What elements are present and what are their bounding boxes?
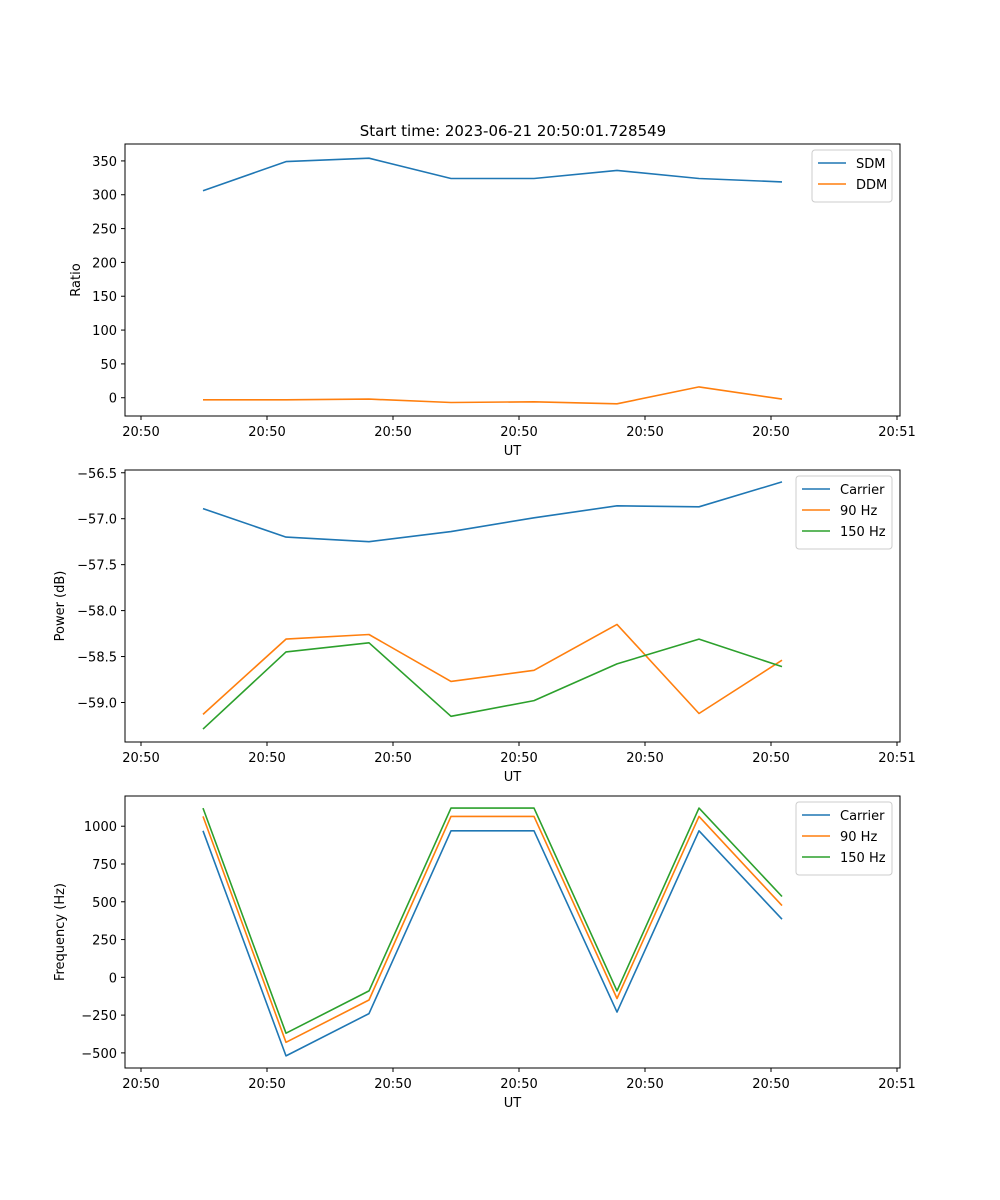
axes-frame xyxy=(124,469,901,743)
series-line-sdm xyxy=(202,157,783,192)
y-axis-label: Frequency (Hz) xyxy=(53,883,68,981)
y-tick-label: −250 xyxy=(81,1009,117,1024)
legend-label: Carrier xyxy=(840,483,885,498)
y-tick-label: 0 xyxy=(109,392,117,407)
y-tick-label: 0 xyxy=(109,971,117,986)
y-tick-label: 100 xyxy=(92,324,117,339)
x-axis-label: UT xyxy=(504,444,522,459)
legend-label: 90 Hz xyxy=(840,504,877,519)
x-tick-label: 20:50 xyxy=(626,1077,663,1092)
figure-title: Start time: 2023-06-21 20:50:01.728549 xyxy=(360,122,666,140)
series-line-90-hz xyxy=(202,623,783,715)
y-tick-label: −59.0 xyxy=(77,696,117,711)
series-line-90-hz xyxy=(202,815,783,1044)
axes-frame xyxy=(124,795,901,1069)
x-tick-label: 20:50 xyxy=(626,751,663,766)
legend: Carrier 90 Hz 150 Hz xyxy=(795,801,893,876)
x-tick-label: 20:50 xyxy=(500,1077,537,1092)
subplot-1: 20:50 20:50 20:50 20:50 20:50 20:50 20:51 UT 0 50… xyxy=(69,143,916,459)
x-tick-label: 20:50 xyxy=(752,1077,789,1092)
x-axis-label: UT xyxy=(504,1096,522,1111)
x-tick-label: 20:51 xyxy=(878,751,915,766)
subplot-2: 20:50 20:50 20:50 20:50 20:50 20:50 20:51 UT −59… xyxy=(53,467,916,785)
y-tick-label: −57.0 xyxy=(77,513,117,528)
series-line-carrier xyxy=(202,481,783,543)
x-tick-label: 20:50 xyxy=(500,425,537,440)
x-tick-label: 20:50 xyxy=(752,751,789,766)
x-tick-label: 20:50 xyxy=(248,751,285,766)
y-tick-label: −58.5 xyxy=(77,651,117,666)
x-tick-label: 20:50 xyxy=(122,1077,159,1092)
x-axis-label: UT xyxy=(504,770,522,785)
x-tick-label: 20:50 xyxy=(374,751,411,766)
x-tick-label: 20:51 xyxy=(878,1077,915,1092)
subplot-3: 20:50 20:50 20:50 20:50 20:50 20:50 20:51 UT −50… xyxy=(53,795,916,1111)
x-tick-label: 20:50 xyxy=(500,751,537,766)
y-tick-label: 500 xyxy=(92,896,117,911)
x-tick-label: 20:50 xyxy=(248,1077,285,1092)
series-line-carrier xyxy=(202,829,783,1057)
y-tick-label: 200 xyxy=(92,256,117,271)
series-line-ddm xyxy=(203,386,783,405)
legend-label: 150 Hz xyxy=(840,525,886,540)
y-tick-label: 1000 xyxy=(84,820,117,835)
x-tick-label: 20:50 xyxy=(374,425,411,440)
legend-label: SDM xyxy=(856,157,885,172)
series-line-150-hz xyxy=(202,807,783,1034)
y-tick-label: 150 xyxy=(92,290,117,305)
legend: SDM DDM xyxy=(811,149,893,203)
y-tick-label: −57.5 xyxy=(77,559,117,574)
x-tick-label: 20:50 xyxy=(626,425,663,440)
y-axis-label: Ratio xyxy=(69,263,84,296)
y-axis-label: Power (dB) xyxy=(53,571,68,642)
y-tick-label: −500 xyxy=(81,1047,117,1062)
x-tick-label: 20:50 xyxy=(122,751,159,766)
legend-label: 90 Hz xyxy=(840,830,877,845)
y-tick-label: 300 xyxy=(92,189,117,204)
x-tick-label: 20:50 xyxy=(248,425,285,440)
subplots: 20:50 20:50 20:50 20:50 20:50 20:50 20:51 UT 0 50… xyxy=(53,143,916,1111)
legend: Carrier 90 Hz 150 Hz xyxy=(795,475,893,550)
axes-frame xyxy=(124,143,901,417)
x-tick-label: 20:51 xyxy=(878,425,915,440)
legend-label: DDM xyxy=(856,178,887,193)
legend-label: Carrier xyxy=(840,809,885,824)
legend-label: 150 Hz xyxy=(840,851,886,866)
y-tick-label: 250 xyxy=(92,223,117,238)
x-tick-label: 20:50 xyxy=(752,425,789,440)
y-tick-label: 250 xyxy=(92,934,117,949)
y-tick-label: 50 xyxy=(100,358,117,373)
x-tick-label: 20:50 xyxy=(374,1077,411,1092)
y-tick-label: 750 xyxy=(92,858,117,873)
y-tick-label: −56.5 xyxy=(77,467,117,482)
series-line-150-hz xyxy=(202,638,783,730)
x-tick-label: 20:50 xyxy=(122,425,159,440)
y-tick-label: −58.0 xyxy=(77,605,117,620)
y-tick-label: 350 xyxy=(92,155,117,170)
